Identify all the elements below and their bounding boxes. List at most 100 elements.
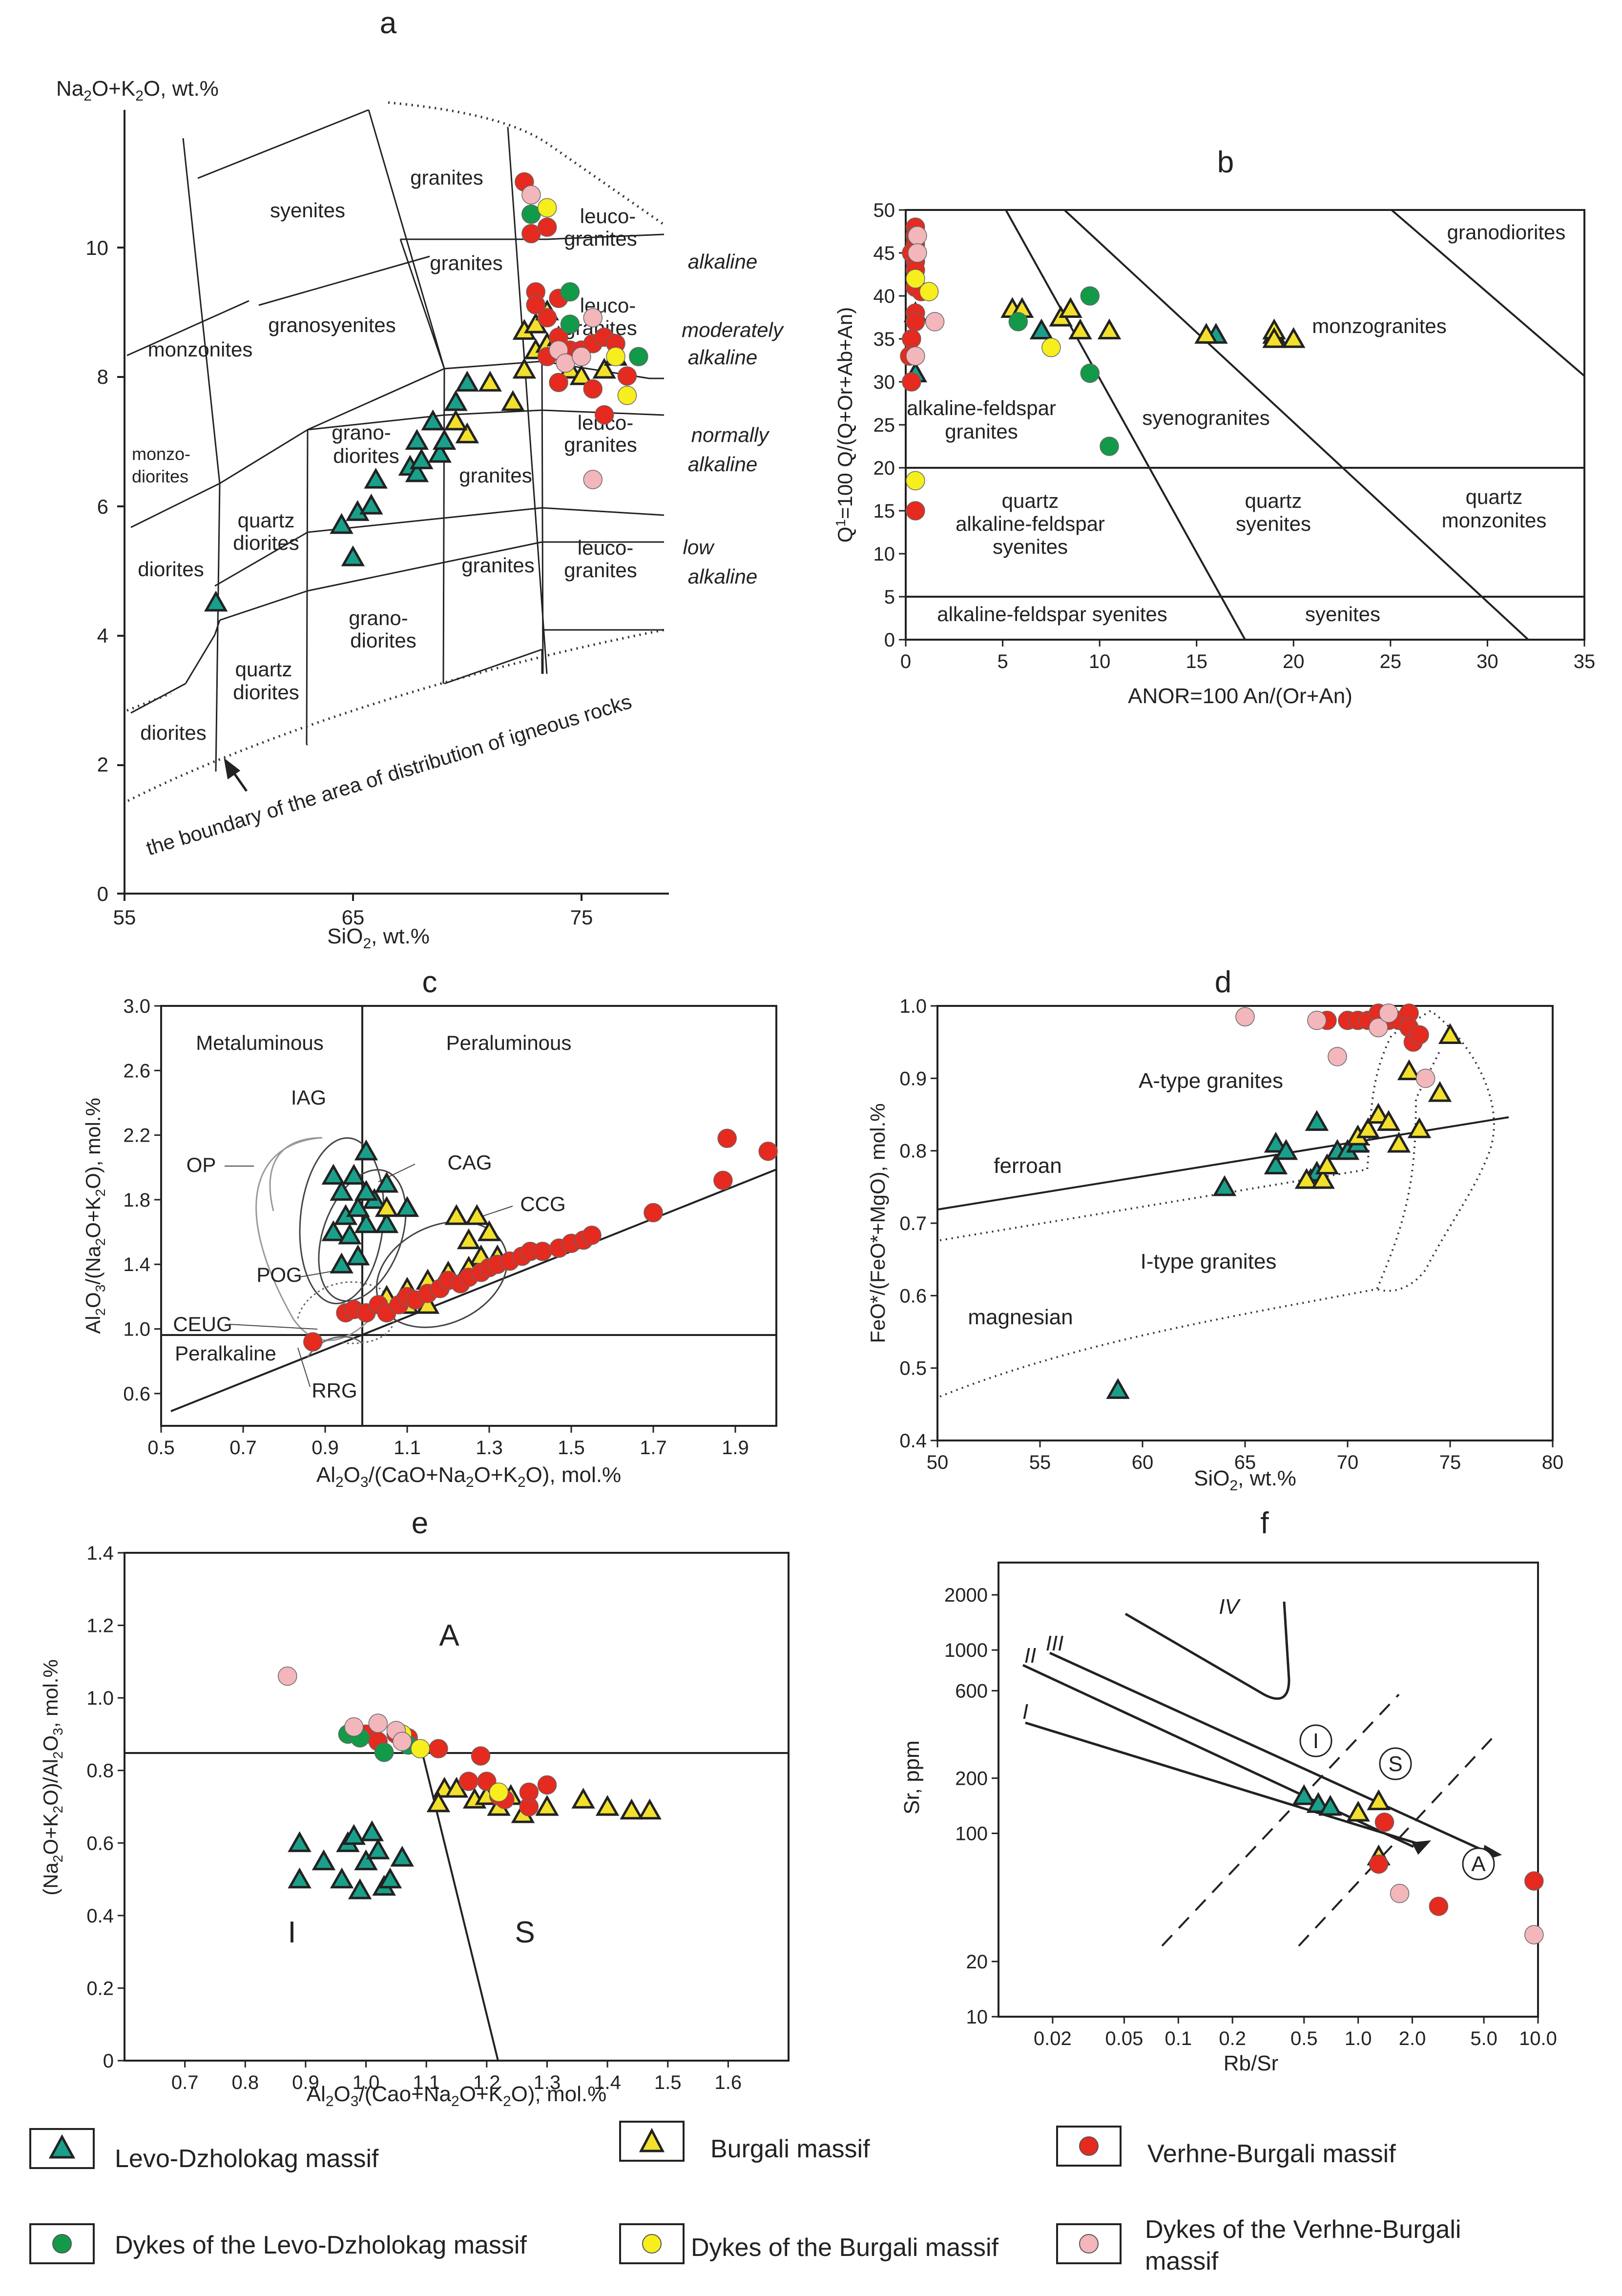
data-point-burgali [638,1798,662,1820]
b-field-label: monzogranites [1312,314,1446,337]
data-point-burgali [457,1228,481,1250]
y-tick-label: 0.9 [899,1068,927,1089]
x-tick-label: 1.1 [394,1437,421,1459]
data-point-levo-dyke [1080,286,1100,306]
data-point-levo [342,1824,366,1845]
panel-a-field-labels: syenites granites granites leuco- granit… [132,166,785,744]
data-point-burgali [501,390,525,411]
data-point-levo [204,590,228,612]
data-point-verhne [906,312,925,332]
data-point-verhne [594,405,614,425]
b-field-label: syenogranites [1142,406,1270,429]
b-field-label: syenites [1236,512,1311,535]
data-point-verhne [458,1772,478,1791]
panel-a-arrow [224,758,248,792]
x-tick-label: 1.1 [413,2072,440,2093]
panel-c-ticks: 0.5 0.7 0.9 1.1 1.3 1.5 1.7 1.9 0.6 1.0 1.4 1.8 2.2 2… [123,996,749,1459]
b-field-label: quartz [1245,489,1302,512]
data-point-verhne [902,372,921,392]
y-tick-label: 0.8 [86,1760,114,1782]
x-tick-label: 1.9 [722,1437,749,1459]
data-point-levo-dyke [629,347,648,366]
data-point-verhne-dyke [344,1717,364,1737]
data-point-burgali [1367,1789,1391,1811]
data-point-verhne-dyke [583,470,603,489]
b-field-label: quartz [1466,485,1523,508]
b-field-label: granites [945,420,1018,443]
data-point-levo [342,1164,366,1185]
y-tick-label: 10 [873,543,895,565]
data-point-verhne [1369,1854,1389,1874]
f-field-label: I [1313,1729,1319,1753]
panel-a-fields [126,109,665,772]
data-point-levo [455,371,479,392]
b-field-label: alkaline-feldspar [907,397,1056,419]
y-tick-label: 35 [873,329,895,350]
legend-label: Levo-Dzholokag massif [115,2145,379,2173]
panel-d: d A-type granites ferroan I-type granite… [866,965,1563,1494]
a-field-label: quartz [238,509,295,532]
x-tick-label: 30 [1476,651,1498,672]
x-tick-label: 65 [1234,1452,1256,1473]
f-field-label: A [1471,1852,1486,1876]
a-ytick-2: 2 [97,753,108,776]
y-tick-label: 600 [955,1680,988,1702]
a-xtick-65: 65 [342,906,365,929]
c-field-label: OP [187,1153,216,1176]
data-point-burgali [1438,1023,1462,1044]
a-field-label: quartz [235,658,292,681]
a-field-label: moderately [682,318,785,341]
data-point-levo-dyke [1100,437,1119,456]
data-point-levo [346,1244,370,1266]
y-tick-label: 10 [966,2006,988,2028]
data-point-levo [421,409,445,431]
panel-b-field-labels: granodiorites monzogranites alkaline-fel… [907,221,1565,626]
data-point-levo [1306,1792,1331,1813]
b-field-label: syenites [993,535,1068,558]
verhne-dyke-circle-icon [1079,2234,1099,2254]
c-field-label: CAG [447,1151,492,1174]
data-point-burgali [477,1220,501,1241]
data-point-burgali-dyke [906,471,925,491]
data-point-burgali-dyke [617,386,637,405]
a-field-label: granites [564,433,637,456]
x-tick-label: 0.9 [312,1437,339,1459]
data-point-levo [405,461,429,482]
b-field-label: syenites [1305,603,1380,626]
a-field-label: diorites [140,721,206,744]
x-tick-label: 2.0 [1399,2028,1426,2049]
data-point-burgali [1376,1110,1401,1131]
data-point-burgali-dyke [411,1739,430,1758]
a-field-label: syenites [270,199,345,222]
data-point-verhne-dyke [572,347,591,366]
x-tick-label: 0.9 [292,2072,319,2093]
panel-a: a Na2O+K2O, wt.% 0 2 4 6 8 10 55 65 75 [56,6,785,952]
data-point-burgali [478,371,502,392]
y-tick-label: 0.4 [86,1905,114,1927]
panel-f: f I II III IV I S A [900,1506,1557,2075]
panel-f-xlabel: Rb/Sr [1224,2051,1278,2075]
data-point-verhne-dyke [1307,1010,1327,1030]
data-point-levo [366,1838,390,1859]
data-point-levo [288,1867,312,1889]
a-field-label: diorites [138,558,204,581]
x-tick-label: 0 [900,651,911,672]
levo-dyke-circle-icon [52,2234,72,2254]
data-point-levo [405,429,429,450]
data-point-verhne-dyke [368,1713,388,1733]
legend-item-verhne: Verhne-Burgali massif [1056,2126,1396,2168]
x-tick-label: 20 [1283,651,1305,672]
burgali-triangle-icon [639,2128,665,2152]
data-point-levo-dyke [374,1742,394,1762]
data-point-verhne [906,501,925,521]
y-tick-label: 45 [873,243,895,264]
panel-f-field-labels: I II III IV I S A [1022,1595,1486,1876]
d-field-label: A-type granites [1139,1069,1283,1093]
a-ytick-10: 10 [85,236,108,259]
e-field-label: A [439,1619,459,1652]
y-tick-label: 30 [873,372,895,393]
data-point-levo [1274,1139,1298,1160]
data-point-levo [410,448,434,469]
data-point-burgali [535,1795,559,1816]
data-point-verhne [1429,1897,1449,1916]
